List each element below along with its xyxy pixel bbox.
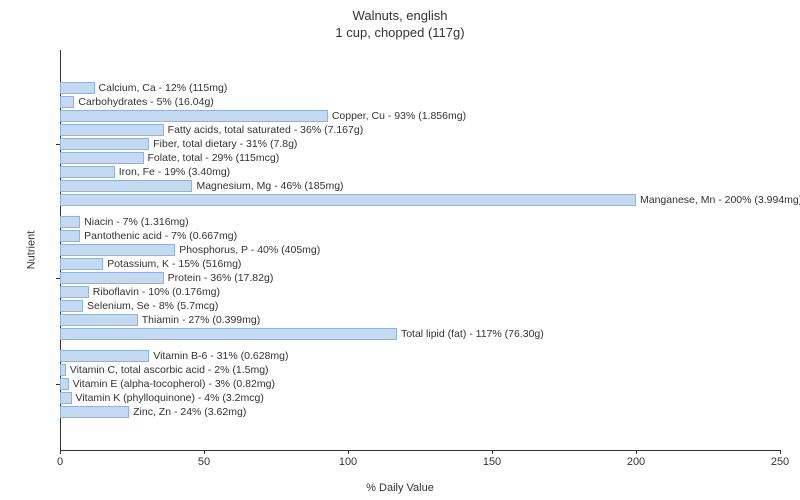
x-tick-line	[204, 450, 205, 454]
y-axis-label: Nutrient	[25, 231, 37, 270]
bar	[60, 350, 149, 362]
x-tick-label: 150	[483, 456, 501, 468]
x-tick-line	[348, 450, 349, 454]
chart-title-line1: Walnuts, english	[0, 8, 800, 25]
bar	[60, 328, 397, 340]
bar-label: Magnesium, Mg - 46% (185mg)	[192, 179, 343, 193]
x-tick-label: 100	[339, 456, 357, 468]
bar-label: Vitamin E (alpha-tocopherol) - 3% (0.82m…	[69, 377, 275, 391]
bar	[60, 314, 138, 326]
bar	[60, 166, 115, 178]
bar-row: Iron, Fe - 19% (3.40mg)	[60, 165, 780, 179]
bar	[60, 124, 164, 136]
bar-row: Vitamin E (alpha-tocopherol) - 3% (0.82m…	[60, 377, 780, 391]
bar-label: Calcium, Ca - 12% (115mg)	[95, 81, 228, 95]
bar-row: Total lipid (fat) - 117% (76.30g)	[60, 327, 780, 341]
bar-label: Vitamin B-6 - 31% (0.628mg)	[149, 349, 288, 363]
bar	[60, 110, 328, 122]
bar-row: Potassium, K - 15% (516mg)	[60, 257, 780, 271]
bar	[60, 244, 175, 256]
bar-row: Fiber, total dietary - 31% (7.8g)	[60, 137, 780, 151]
x-tick-label: 0	[57, 456, 63, 468]
x-axis-label: % Daily Value	[366, 482, 434, 494]
bar-row: Copper, Cu - 93% (1.856mg)	[60, 109, 780, 123]
bar-label: Selenium, Se - 8% (5.7mcg)	[83, 299, 218, 313]
bar	[60, 272, 164, 284]
bar-row: Calcium, Ca - 12% (115mg)	[60, 81, 780, 95]
bar-label: Folate, total - 29% (115mcg)	[144, 151, 280, 165]
bar-row: Niacin - 7% (1.316mg)	[60, 215, 780, 229]
bar-label: Protein - 36% (17.82g)	[164, 271, 274, 285]
bar-label: Copper, Cu - 93% (1.856mg)	[328, 109, 466, 123]
x-tick-line	[780, 450, 781, 454]
bar-label: Pantothenic acid - 7% (0.667mg)	[80, 229, 237, 243]
bar-row: Selenium, Se - 8% (5.7mcg)	[60, 299, 780, 313]
bar-label: Fatty acids, total saturated - 36% (7.16…	[164, 123, 364, 137]
x-tick-line	[492, 450, 493, 454]
bar-label: Zinc, Zn - 24% (3.62mg)	[129, 405, 246, 419]
bar-row: Pantothenic acid - 7% (0.667mg)	[60, 229, 780, 243]
x-tick-label: 200	[627, 456, 645, 468]
bar-row: Zinc, Zn - 24% (3.62mg)	[60, 405, 780, 419]
bar-label: Niacin - 7% (1.316mg)	[80, 215, 188, 229]
bar	[60, 194, 636, 206]
x-tick-line	[60, 450, 61, 454]
x-tick-label: 250	[771, 456, 789, 468]
bar	[60, 216, 80, 228]
bar-row: Fatty acids, total saturated - 36% (7.16…	[60, 123, 780, 137]
bar-row: Manganese, Mn - 200% (3.994mg)	[60, 193, 780, 207]
bar	[60, 378, 69, 390]
y-tick	[56, 144, 60, 145]
bar-label: Potassium, K - 15% (516mg)	[103, 257, 241, 271]
bar	[60, 406, 129, 418]
bar-row: Carbohydrates - 5% (16.04g)	[60, 95, 780, 109]
bar	[60, 258, 103, 270]
bar-row: Thiamin - 27% (0.399mg)	[60, 313, 780, 327]
bar-label: Vitamin C, total ascorbic acid - 2% (1.5…	[66, 363, 269, 377]
bar-label: Manganese, Mn - 200% (3.994mg)	[636, 193, 800, 207]
bar	[60, 152, 144, 164]
bar-row: Folate, total - 29% (115mcg)	[60, 151, 780, 165]
bar-label: Phosphorus, P - 40% (405mg)	[175, 243, 320, 257]
bar-row: Vitamin K (phylloquinone) - 4% (3.2mcg)	[60, 391, 780, 405]
x-tick-line	[636, 450, 637, 454]
bar	[60, 230, 80, 242]
bar-label: Riboflavin - 10% (0.176mg)	[89, 285, 220, 299]
bar	[60, 96, 74, 108]
bar-row: Vitamin B-6 - 31% (0.628mg)	[60, 349, 780, 363]
y-tick	[56, 278, 60, 279]
bar-row: Riboflavin - 10% (0.176mg)	[60, 285, 780, 299]
bar-label: Thiamin - 27% (0.399mg)	[138, 313, 260, 327]
y-tick	[56, 384, 60, 385]
x-tick-label: 50	[198, 456, 210, 468]
bar	[60, 286, 89, 298]
bar	[60, 180, 192, 192]
bar-label: Vitamin K (phylloquinone) - 4% (3.2mcg)	[72, 391, 264, 405]
nutrient-chart: Walnuts, english 1 cup, chopped (117g) N…	[0, 0, 800, 500]
bar	[60, 82, 95, 94]
bar	[60, 392, 72, 404]
bar	[60, 300, 83, 312]
bars-container: Calcium, Ca - 12% (115mg)Carbohydrates -…	[60, 50, 780, 450]
bar-row: Vitamin C, total ascorbic acid - 2% (1.5…	[60, 363, 780, 377]
bar-label: Total lipid (fat) - 117% (76.30g)	[397, 327, 544, 341]
bar-row: Protein - 36% (17.82g)	[60, 271, 780, 285]
bar-label: Iron, Fe - 19% (3.40mg)	[115, 165, 230, 179]
bar-row: Magnesium, Mg - 46% (185mg)	[60, 179, 780, 193]
plot-area: Calcium, Ca - 12% (115mg)Carbohydrates -…	[60, 50, 780, 451]
bar-row: Phosphorus, P - 40% (405mg)	[60, 243, 780, 257]
bar-label: Carbohydrates - 5% (16.04g)	[74, 95, 213, 109]
chart-title-line2: 1 cup, chopped (117g)	[0, 25, 800, 42]
bar	[60, 138, 149, 150]
bar-label: Fiber, total dietary - 31% (7.8g)	[149, 137, 297, 151]
chart-title: Walnuts, english 1 cup, chopped (117g)	[0, 0, 800, 42]
